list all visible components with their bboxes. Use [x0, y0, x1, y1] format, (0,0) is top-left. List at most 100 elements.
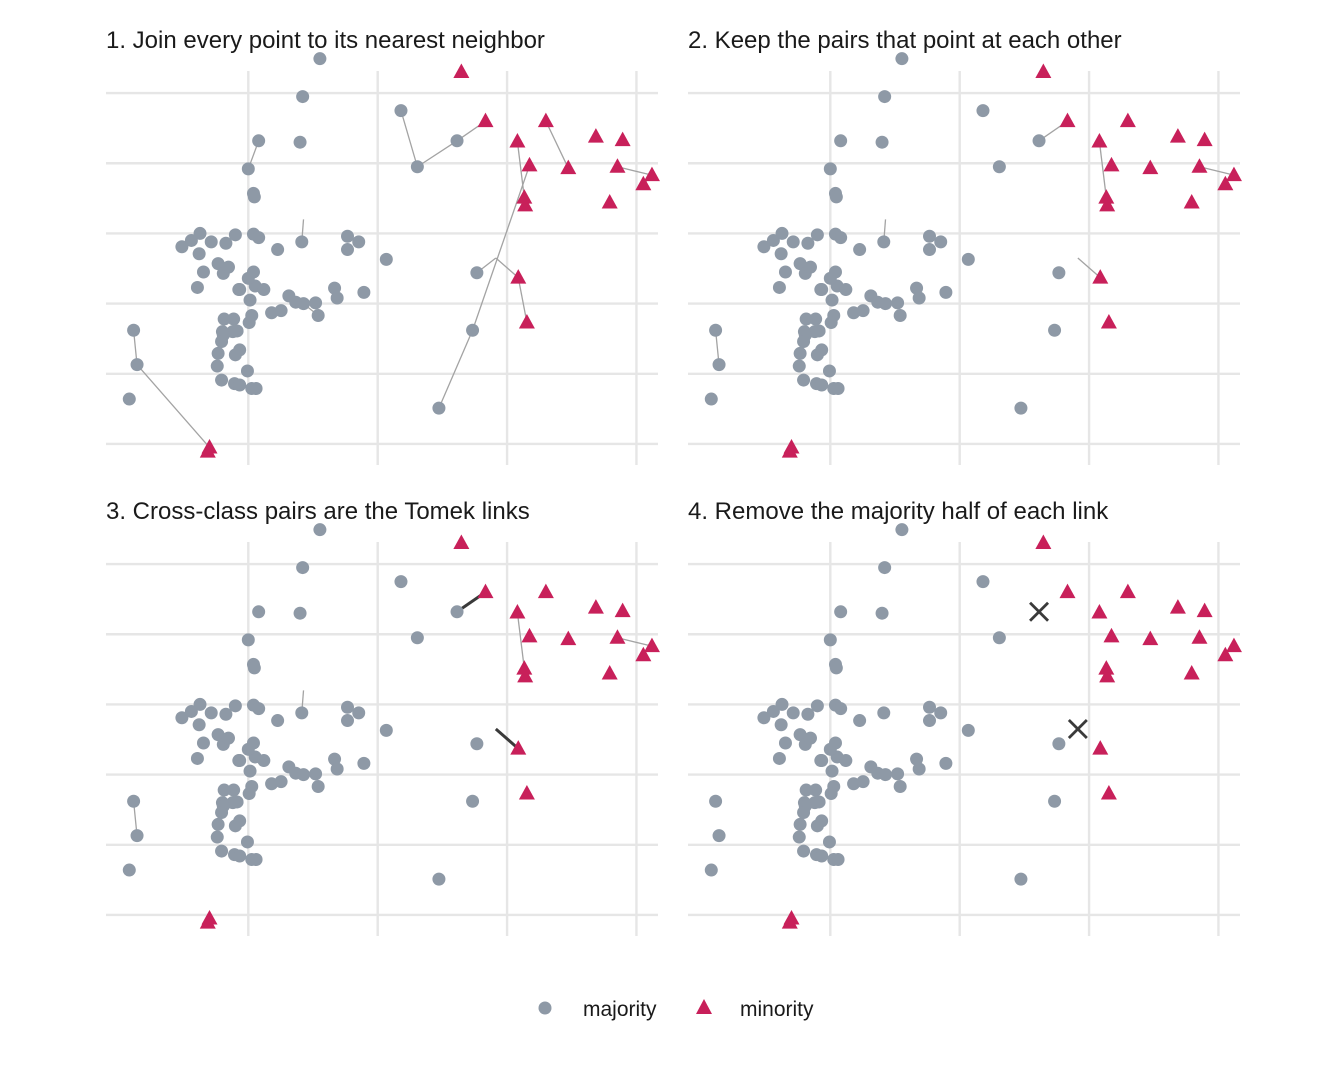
majority-point [786, 706, 800, 720]
minority-point [453, 63, 470, 79]
minority-point [1196, 602, 1213, 618]
majority-point [297, 297, 311, 311]
minority-point [518, 314, 535, 329]
minority-point [510, 740, 527, 755]
majority-point [786, 235, 800, 249]
majority-point [823, 742, 837, 756]
majority-point [127, 323, 141, 337]
majority-point [803, 731, 817, 745]
majority-point [839, 754, 853, 768]
minority-point [609, 629, 626, 644]
minority-point [1099, 196, 1116, 212]
majority-point [704, 863, 718, 877]
majority-point [211, 257, 225, 271]
majority-point [778, 736, 792, 750]
panel-2-grid [688, 71, 1240, 465]
panel-1-points [122, 52, 660, 458]
minority-point [1100, 314, 1117, 329]
minority-point [781, 914, 798, 929]
minority-point [1169, 599, 1186, 614]
majority-point [293, 606, 307, 620]
minority-point [199, 443, 216, 458]
majority-point [1052, 266, 1066, 280]
majority-point [230, 324, 244, 338]
majority-point [856, 775, 870, 789]
minority-point [537, 112, 554, 128]
minority-point [635, 175, 652, 191]
majority-point [809, 783, 823, 797]
majority-point [961, 252, 975, 266]
majority-point [778, 265, 792, 279]
majority-point [217, 783, 231, 797]
majority-point [240, 364, 254, 378]
majority-point [328, 752, 342, 766]
majority-point [879, 768, 893, 782]
majority-point [799, 783, 813, 797]
majority-point [797, 844, 811, 858]
majority-point [450, 134, 464, 148]
minority-point [1092, 269, 1109, 284]
majority-point [227, 312, 241, 326]
majority-point [853, 714, 867, 728]
majority-point [228, 228, 242, 242]
minority-point [635, 646, 652, 662]
removed-cross-stroke [1029, 601, 1050, 622]
majority-point [772, 751, 786, 765]
majority-point [823, 271, 837, 285]
majority-point [313, 52, 327, 66]
majority-point [215, 844, 229, 858]
majority-point [822, 364, 836, 378]
majority-point [810, 228, 824, 242]
majority-point [221, 731, 235, 745]
minority-point [1099, 667, 1116, 683]
majority-point [815, 849, 829, 863]
minority-point [1035, 534, 1052, 550]
majority-point [230, 795, 244, 809]
panel-3: 3. Cross-class pairs are the Tomek links [106, 498, 660, 936]
minority-point [537, 583, 554, 599]
minority-point [587, 128, 604, 143]
neighbor-link [471, 165, 531, 331]
majority-point [394, 575, 408, 589]
majority-point [311, 309, 325, 323]
majority-point [122, 392, 136, 406]
majority-point [193, 697, 207, 711]
majority-point [297, 768, 311, 782]
majority-point [891, 296, 905, 310]
majority-point [466, 794, 480, 808]
majority-point [215, 334, 229, 348]
majority-point [217, 312, 231, 326]
majority-point [853, 243, 867, 257]
majority-point [877, 235, 891, 249]
legend-minority-marker [696, 999, 712, 1014]
majority-point [809, 312, 823, 326]
majority-point [923, 714, 936, 728]
majority-point [341, 229, 354, 243]
panel-4: 4. Remove the majority half of each link [688, 498, 1242, 936]
majority-point [193, 226, 207, 240]
majority-point [313, 523, 327, 537]
majority-point [252, 605, 266, 619]
majority-point [210, 830, 224, 844]
majority-point [792, 359, 806, 373]
majority-point [252, 231, 266, 245]
majority-point [875, 135, 889, 149]
majority-point [812, 324, 826, 338]
majority-point [432, 401, 446, 415]
minority-point [1100, 785, 1117, 800]
majority-point [992, 160, 1006, 174]
majority-point [271, 243, 285, 257]
majority-point [793, 257, 807, 271]
majority-point [775, 226, 789, 240]
majority-point [825, 764, 839, 778]
majority-point [309, 296, 323, 310]
minority-point [1035, 63, 1052, 79]
majority-point [712, 358, 726, 372]
majority-point [797, 373, 811, 387]
majority-point [961, 723, 975, 737]
minority-point [1142, 159, 1159, 175]
majority-point [822, 835, 836, 849]
panel-4-title: 4. Remove the majority half of each link [688, 498, 1109, 525]
majority-point [196, 265, 210, 279]
